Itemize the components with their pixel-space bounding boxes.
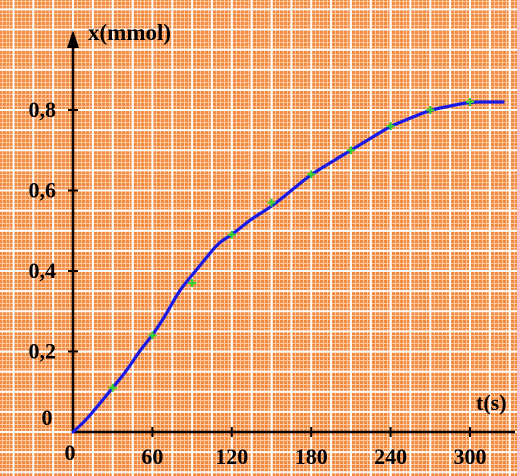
data-point-270 (426, 106, 435, 114)
y-tick-label-0,8: 0,8 (29, 97, 57, 122)
chart-labels: 60 120 180 240 300 0,2 0,4 0,6 0,8 00 x(mmol) t(s) (29, 20, 507, 469)
x-axis-title: t(s) (476, 390, 507, 415)
data-point-300 (466, 97, 474, 106)
y-tick-label-0,2: 0,2 (29, 339, 57, 364)
x-tick-label-240: 240 (374, 444, 407, 469)
y-axis-arrow (67, 30, 79, 48)
chart-markers (108, 97, 474, 392)
x-origin-label: 0 (65, 440, 76, 465)
series-line-0 (71, 100, 505, 434)
data-point-60 (148, 331, 157, 340)
data-point-150 (267, 198, 276, 207)
data-point-240 (386, 122, 395, 131)
data-point-210 (346, 146, 355, 155)
y-axis-title: x(mmol) (88, 20, 171, 45)
x-tick-label-300: 300 (454, 444, 487, 469)
x-tick-label-120: 120 (215, 444, 248, 469)
y-origin-label: 0 (42, 405, 53, 430)
data-point-180 (307, 170, 316, 179)
chart-axes (67, 30, 515, 437)
data-point-30 (108, 383, 117, 392)
y-tick-label-0,6: 0,6 (29, 178, 57, 203)
x-tick-label-180: 180 (295, 444, 328, 469)
data-point-120 (227, 230, 236, 239)
x-tick-label-60: 60 (141, 444, 163, 469)
chart-series (71, 100, 505, 434)
data-point-90 (188, 279, 197, 288)
y-tick-label-0,4: 0,4 (29, 258, 57, 283)
